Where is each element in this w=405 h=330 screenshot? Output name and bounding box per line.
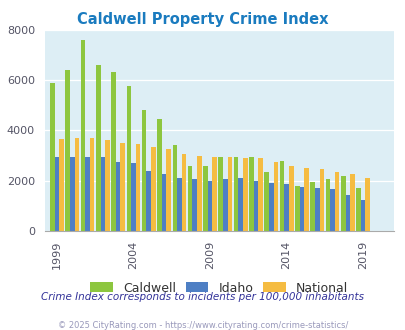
Bar <box>55 157 59 231</box>
Bar <box>142 110 146 231</box>
Bar <box>249 157 253 231</box>
Bar <box>90 138 94 231</box>
Bar <box>65 70 70 231</box>
Bar <box>75 138 79 231</box>
Bar <box>222 180 227 231</box>
Bar <box>135 144 140 231</box>
Bar <box>81 40 85 231</box>
Bar <box>166 149 171 231</box>
Bar <box>100 157 105 231</box>
Bar <box>218 157 222 231</box>
Bar <box>303 168 308 231</box>
Bar <box>151 147 155 231</box>
Legend: Caldwell, Idaho, National: Caldwell, Idaho, National <box>90 281 347 295</box>
Bar <box>85 157 90 231</box>
Bar <box>59 139 64 231</box>
Bar <box>242 158 247 231</box>
Bar <box>105 141 109 231</box>
Bar <box>227 157 232 231</box>
Bar <box>349 174 354 231</box>
Bar <box>50 82 55 231</box>
Bar <box>126 86 131 231</box>
Bar <box>329 189 334 231</box>
Text: © 2025 CityRating.com - https://www.cityrating.com/crime-statistics/: © 2025 CityRating.com - https://www.city… <box>58 321 347 330</box>
Bar <box>207 181 212 231</box>
Bar <box>196 155 201 231</box>
Bar <box>284 184 288 231</box>
Bar <box>279 161 283 231</box>
Bar <box>192 180 196 231</box>
Bar <box>273 162 277 231</box>
Bar <box>233 157 238 231</box>
Bar <box>253 181 258 231</box>
Bar <box>294 186 299 231</box>
Bar <box>319 169 323 231</box>
Bar <box>325 180 329 231</box>
Bar <box>269 183 273 231</box>
Bar <box>299 187 303 231</box>
Bar <box>264 172 269 231</box>
Bar <box>172 146 177 231</box>
Bar <box>157 119 162 231</box>
Bar <box>340 176 345 231</box>
Bar <box>177 178 181 231</box>
Bar <box>188 166 192 231</box>
Bar <box>181 154 186 231</box>
Bar <box>162 174 166 231</box>
Bar <box>120 143 125 231</box>
Bar <box>96 65 100 231</box>
Bar <box>314 188 319 231</box>
Text: Crime Index corresponds to incidents per 100,000 inhabitants: Crime Index corresponds to incidents per… <box>41 292 364 302</box>
Bar <box>334 172 339 231</box>
Bar <box>212 157 216 231</box>
Bar <box>288 166 293 231</box>
Text: Caldwell Property Crime Index: Caldwell Property Crime Index <box>77 12 328 26</box>
Bar <box>146 171 151 231</box>
Bar <box>238 178 242 231</box>
Bar <box>202 166 207 231</box>
Bar <box>345 194 349 231</box>
Bar <box>356 188 360 231</box>
Bar <box>115 162 120 231</box>
Bar <box>364 178 369 231</box>
Bar <box>360 200 364 231</box>
Bar <box>131 163 135 231</box>
Bar <box>111 73 115 231</box>
Bar <box>70 157 75 231</box>
Bar <box>258 158 262 231</box>
Bar <box>309 182 314 231</box>
